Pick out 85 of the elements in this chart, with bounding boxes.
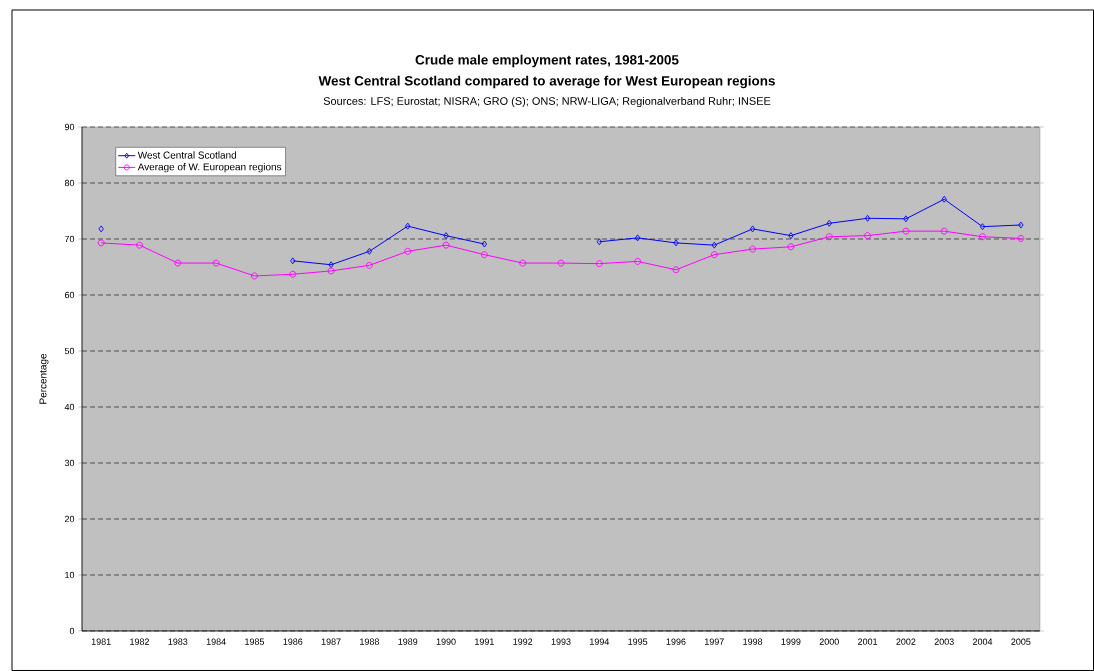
point — [596, 238, 603, 246]
y-tick-label: 90 — [64, 123, 75, 131]
point — [174, 259, 182, 267]
point — [136, 241, 143, 249]
x-tick-label: 1988 — [360, 638, 379, 645]
point — [443, 232, 449, 240]
point — [366, 247, 373, 255]
x-tick-label: 2005 — [1011, 638, 1031, 645]
point — [365, 261, 373, 269]
y-tick-label: 80 — [64, 179, 75, 187]
source-note: Sources: LFS; Eurostat; NISRA; GRO (S); ONS; NRW-LIGA; Regionalverband Ruhr; INSEE — [323, 96, 771, 108]
point — [711, 241, 717, 249]
legend-label: West Central Scotland — [137, 151, 237, 159]
point — [825, 233, 833, 241]
x-tick-label: 1998 — [743, 638, 763, 645]
x-tick-label: 2001 — [858, 638, 878, 645]
point — [481, 240, 488, 248]
point — [290, 257, 296, 265]
point — [328, 261, 334, 269]
x-tick-label: 2004 — [973, 638, 993, 645]
y-tick-label: 10 — [65, 571, 75, 579]
point — [1017, 234, 1025, 242]
point — [864, 214, 871, 222]
x-tick-label: 1989 — [398, 638, 418, 645]
y-tick-label: 60 — [64, 291, 75, 299]
point — [557, 259, 565, 267]
x-tick-label: 1982 — [130, 638, 149, 645]
x-tick-label: 1996 — [666, 638, 686, 645]
point — [405, 222, 411, 230]
legend-label: Average of W. European regions — [137, 163, 282, 173]
x-tick-label: 1994 — [590, 638, 610, 645]
point — [979, 223, 986, 231]
x-tick-label: 1995 — [628, 638, 648, 645]
point — [902, 227, 910, 235]
point — [98, 225, 104, 233]
point — [749, 245, 757, 253]
x-tick-label: 1992 — [513, 638, 533, 645]
point — [519, 259, 527, 267]
x-tick-label: 1999 — [781, 638, 801, 645]
x-tick-label: 1981 — [91, 638, 111, 645]
y-tick-label: 20 — [64, 515, 75, 523]
point — [941, 195, 947, 203]
y-axis-title: Percentage — [39, 353, 49, 404]
point — [864, 232, 872, 240]
x-tick-label: 1993 — [551, 638, 571, 645]
point — [672, 266, 680, 274]
point — [1018, 221, 1024, 229]
x-tick-label: 1986 — [283, 638, 303, 645]
point — [979, 233, 986, 241]
point — [673, 239, 679, 247]
point — [749, 225, 756, 233]
point — [634, 234, 641, 242]
x-tick-label: 1985 — [245, 638, 265, 645]
x-tick-label: 1987 — [321, 638, 341, 645]
y-tick-label: 70 — [64, 235, 75, 243]
y-tick-label: 0 — [69, 627, 75, 635]
x-tick-label: 1990 — [436, 638, 456, 645]
point — [212, 259, 220, 267]
x-tick-label: 2000 — [819, 638, 839, 645]
x-tick-label: 1984 — [206, 638, 226, 645]
point — [595, 260, 603, 268]
point — [442, 241, 450, 249]
x-tick-label: 1991 — [475, 638, 494, 645]
point — [251, 272, 258, 280]
point — [787, 243, 795, 251]
y-tick-label: 40 — [64, 403, 75, 411]
point — [289, 270, 297, 278]
point — [404, 247, 412, 255]
point — [940, 227, 948, 235]
point — [788, 232, 794, 240]
x-tick-label: 1997 — [705, 638, 724, 645]
point — [327, 267, 335, 275]
x-tick-label: 2002 — [896, 638, 916, 645]
chart-title: Crude male employment rates, 1981-2005 — [415, 54, 679, 68]
y-tick-label: 30 — [64, 459, 75, 467]
x-tick-label: 2003 — [934, 638, 954, 645]
chart-subtitle: West Central Scotland compared to average for West European regions — [318, 75, 775, 89]
point — [634, 257, 642, 265]
point — [480, 251, 488, 259]
point — [710, 251, 718, 259]
point — [97, 239, 105, 247]
x-tick-label: 1983 — [168, 638, 188, 645]
point — [826, 219, 832, 227]
point — [903, 215, 909, 223]
y-tick-label: 50 — [64, 347, 75, 355]
